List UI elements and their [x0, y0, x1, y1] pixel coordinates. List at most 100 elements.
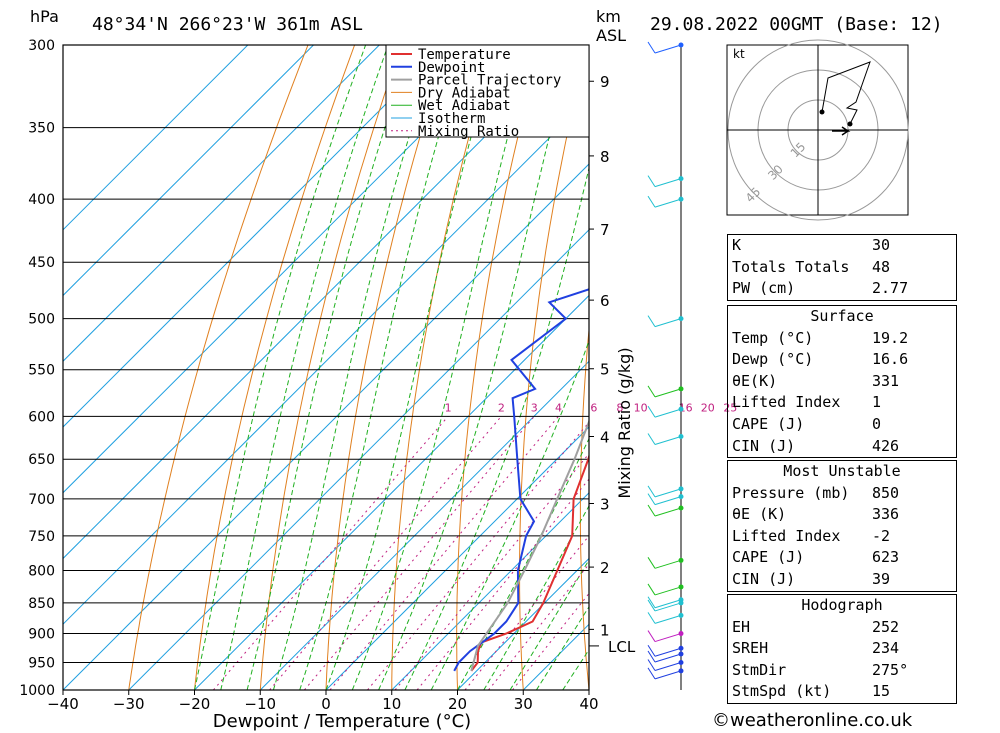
legend-label: Dewpoint — [418, 60, 485, 76]
isotherm-line — [63, 45, 380, 362]
axis-labels: 1 2 3 4 6 8 10 16 20 2530035040045050055060065070… — [19, 38, 737, 713]
wind-barb-flag — [647, 195, 656, 208]
mixing-ratio-label: 6 — [590, 401, 597, 414]
pressure-tick-label: 350 — [28, 121, 55, 137]
height-tick-label: 3 — [600, 495, 610, 513]
wind-barb — [654, 602, 682, 612]
wind-barb — [654, 559, 682, 569]
hodograph-trace — [821, 61, 871, 125]
wind-barb — [654, 436, 682, 445]
temp-tick-label: 0 — [321, 695, 331, 713]
wind-barb — [654, 670, 682, 680]
location-title: 48°34'N 266°23'W 361m ASL — [92, 14, 363, 35]
pressure-unit-label: hPa — [30, 7, 59, 26]
most-unstable-title: Most Unstable — [783, 462, 901, 480]
row-label: CIN (J) — [732, 436, 796, 455]
row-value: 252 — [872, 617, 900, 636]
wind-barb-flag — [647, 650, 656, 663]
mixing-ratio-line — [367, 421, 589, 690]
mixing-ratio-line — [304, 415, 535, 690]
row-value: 16.6 — [872, 350, 909, 369]
isotherm-line — [391, 492, 589, 690]
table-row: Totals Totals 48 — [728, 257, 956, 279]
wind-barb-flag — [647, 405, 656, 418]
most-unstable-table: Most Unstable Pressure (mb) 850 θE (K) 336 L… — [727, 460, 957, 592]
row-value: 2.77 — [872, 279, 909, 298]
wind-profile — [647, 41, 684, 690]
wind-barb — [654, 318, 682, 328]
hodograph-title: Hodograph — [801, 596, 883, 614]
mixing-ratio-line — [329, 415, 559, 690]
wind-barb-flag — [647, 315, 656, 327]
height-tick-label: 4 — [600, 428, 610, 446]
surface-title: Surface — [810, 307, 874, 325]
table-row: Lifted Index 1 — [728, 392, 956, 414]
height-tick-label: 1 — [600, 621, 610, 639]
temp-tick-label: −10 — [244, 695, 276, 713]
row-value: 19.2 — [872, 328, 909, 347]
wind-barb — [654, 599, 682, 609]
isotherm-line — [325, 426, 589, 690]
wind-barb-flag — [647, 612, 656, 624]
dry-adiabat-line — [325, 45, 449, 690]
row-label: Lifted Index — [732, 526, 841, 545]
pressure-tick-label: 650 — [28, 452, 55, 468]
isotherm-line — [457, 557, 589, 690]
pressure-tick-label: 500 — [28, 312, 55, 328]
pressure-tick-label: 800 — [28, 563, 55, 579]
mixing-ratio-label: 10 — [634, 401, 648, 414]
isotherm-line — [63, 97, 589, 625]
table-row: CAPE (J) 623 — [728, 547, 956, 569]
wind-barb-flag — [647, 599, 656, 612]
table-row: θE (K) 336 — [728, 504, 956, 526]
pressure-tick-label: 400 — [28, 192, 55, 208]
wind-barb — [654, 388, 682, 398]
pressure-tick-label: 900 — [28, 627, 55, 643]
legend-label: Dry Adiabat — [418, 85, 511, 101]
legend-label: Parcel Trajectory — [418, 73, 561, 89]
mixing-ratio-label: 25 — [723, 401, 737, 414]
height-tick-label: 9 — [600, 73, 610, 91]
wind-barb-flag — [647, 504, 656, 517]
height-tick-label: 8 — [600, 148, 610, 166]
pressure-tick-label: 750 — [28, 529, 55, 545]
row-value: 39 — [872, 569, 891, 588]
row-label: SREH — [732, 639, 769, 658]
table-row: Dewp (°C) 16.6 — [728, 349, 956, 371]
wind-barb-flag — [647, 583, 656, 596]
wind-barb-flag — [647, 175, 656, 187]
table-row: θE(K) 331 — [728, 371, 956, 393]
pressure-tick-label: 950 — [28, 656, 55, 672]
wind-barb — [654, 614, 682, 624]
row-value: 426 — [872, 436, 900, 455]
wet-adiabat-line — [378, 45, 573, 690]
wind-barb — [654, 408, 682, 418]
row-label: θE (K) — [732, 505, 787, 524]
dry-adiabat-line — [958, 45, 1000, 690]
wind-barb-flag — [647, 433, 656, 445]
hodograph-unit: kt — [733, 47, 745, 61]
row-value: 331 — [872, 371, 900, 390]
row-value: 850 — [872, 483, 900, 502]
storm-motion-arrow — [832, 126, 851, 136]
table-row: SREH 234 — [728, 638, 956, 660]
row-label: StmDir — [732, 660, 787, 679]
table-row: CIN (J) 426 — [728, 436, 956, 458]
height-tick-label: 2 — [600, 559, 610, 577]
temp-tick-label: −30 — [113, 695, 145, 713]
wet-adiabat-line — [272, 45, 439, 690]
legend-box — [385, 44, 590, 138]
lcl-label: LCL — [608, 638, 636, 656]
isotherm-line — [259, 360, 589, 690]
parcel-trajectory-line — [470, 418, 589, 672]
mixing-ratio-label: 8 — [616, 401, 623, 414]
wet-adiabat-line — [351, 45, 533, 690]
pressure-tick-label: 600 — [28, 409, 55, 425]
row-label: Pressure (mb) — [732, 483, 850, 502]
table-row: Lifted Index -2 — [728, 526, 956, 548]
isotherm-line — [128, 229, 589, 690]
wind-barb-flag — [647, 557, 656, 569]
mixing-ratio-line — [269, 415, 502, 690]
